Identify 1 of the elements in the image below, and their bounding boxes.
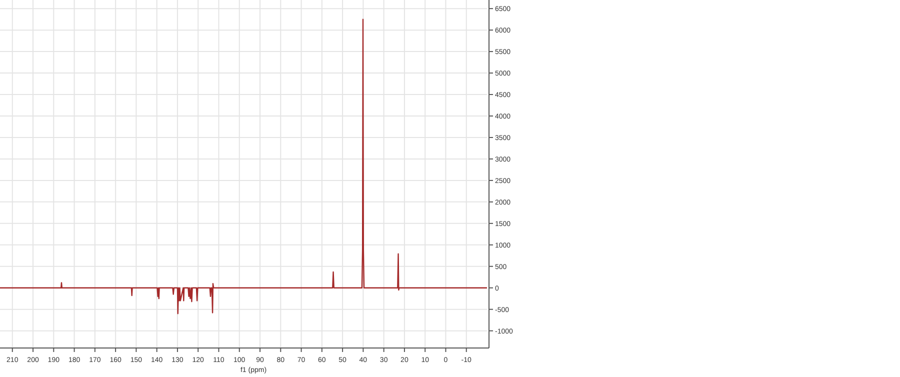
- line-series: [0, 18, 487, 314]
